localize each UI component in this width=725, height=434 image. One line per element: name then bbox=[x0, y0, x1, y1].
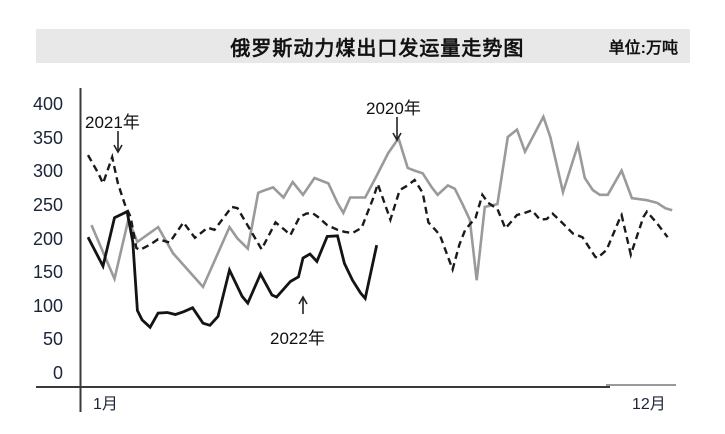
y-tick-label-350: 350 bbox=[32, 127, 63, 148]
series-label-2021: 2021年 bbox=[85, 113, 140, 132]
y-tick-label-50: 50 bbox=[42, 329, 63, 350]
series-line-2020 bbox=[90, 113, 673, 290]
y-tick-label-0: 0 bbox=[52, 363, 63, 383]
series-label-2020: 2020年 bbox=[366, 99, 421, 118]
arrow-2022-head bbox=[298, 295, 308, 305]
series-line-2021 bbox=[86, 152, 669, 274]
chart-header-band: 俄罗斯动力煤出口发运量走势图 单位:万吨 bbox=[36, 29, 690, 63]
arrow-2021-head bbox=[113, 144, 123, 154]
y-tick-label-100: 100 bbox=[32, 295, 63, 316]
x-axis-label-january: 1月 bbox=[93, 396, 118, 413]
y-tick-label-300: 300 bbox=[32, 161, 63, 182]
arrow-2020-head bbox=[392, 132, 402, 142]
y-tick-label-200: 200 bbox=[32, 228, 63, 249]
unit-label: 单位:万吨 bbox=[608, 40, 678, 57]
series-label-2022: 2022年 bbox=[270, 329, 325, 348]
chart-title: 俄罗斯动力煤出口发运量走势图 bbox=[230, 37, 525, 60]
y-tick-label-250: 250 bbox=[32, 194, 63, 215]
y-tick-label-400: 400 bbox=[32, 94, 63, 114]
y-tick-label-150: 150 bbox=[32, 262, 63, 283]
x-axis-label-december: 12月 bbox=[632, 396, 666, 413]
series-line-2022 bbox=[86, 209, 379, 330]
